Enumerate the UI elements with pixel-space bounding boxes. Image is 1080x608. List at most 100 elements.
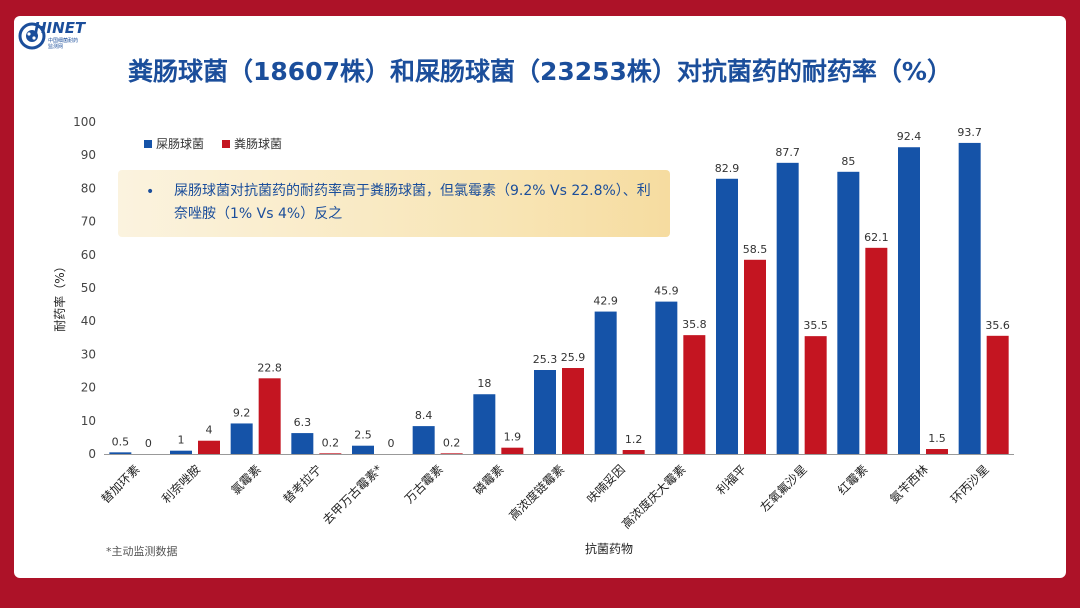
data-label: 62.1 [864, 231, 889, 244]
data-label: 8.4 [415, 409, 433, 422]
data-label: 25.3 [533, 353, 558, 366]
logo-subtitle-2: 监测网 [48, 44, 64, 50]
category-label: 替考拉宁 [280, 462, 325, 507]
data-label: 45.9 [654, 285, 679, 298]
category-label: 利奈唑胺 [159, 462, 203, 506]
bar-series2 [562, 368, 584, 454]
page-title: 粪肠球菌（18607株）和屎肠球菌（23253株）对抗菌药的耐药率（%） [127, 57, 952, 86]
callout-text: 屎肠球菌对抗菌药的耐药率高于粪肠球菌，但氯霉素（9.2% Vs 22.8%）、利… [174, 183, 651, 222]
data-label: 22.8 [257, 361, 282, 374]
y-tick-label: 80 [81, 181, 96, 195]
bar-series1 [473, 394, 496, 454]
bar-series1 [230, 423, 253, 454]
data-label: 42.9 [593, 295, 618, 308]
y-tick-label: 0 [88, 447, 96, 461]
legend-label: 屎肠球菌 [156, 137, 204, 151]
category-label: 磷霉素 [470, 462, 506, 498]
bar-series2 [926, 449, 948, 454]
data-label: 58.5 [743, 243, 768, 256]
bar-series1 [837, 171, 860, 455]
y-tick-label: 100 [73, 115, 96, 129]
logo-subtitle: 中国细菌耐药 [48, 38, 79, 44]
y-axis-title: 耐药率（%） [52, 260, 67, 331]
legend-swatch [144, 140, 152, 148]
category-label: 高浓度链霉素 [506, 462, 568, 524]
y-tick-label: 50 [81, 281, 96, 295]
data-label: 2.5 [354, 429, 372, 442]
data-label: 35.5 [803, 319, 828, 332]
category-label: 氯霉素 [228, 462, 263, 497]
bar-series1 [716, 178, 738, 454]
bar-series2 [319, 453, 342, 454]
legend-swatch [222, 140, 230, 148]
slide: HINET 中国细菌耐药 监测网 粪肠球菌（18607株）和屎肠球菌（23253… [14, 16, 1066, 578]
chinet-logo: HINET 中国细菌耐药 监测网 [18, 18, 98, 52]
category-label: 替加环素 [99, 462, 143, 506]
bar-series2 [986, 335, 1009, 454]
data-label: 1.2 [625, 433, 643, 446]
y-tick-label: 40 [81, 314, 96, 328]
bar-series2 [683, 335, 706, 454]
y-tick-label: 90 [81, 148, 96, 162]
category-label: 呋喃妥因 [583, 462, 628, 507]
y-tick-label: 60 [81, 248, 96, 262]
data-label: 1 [178, 434, 185, 447]
bar-series1 [534, 370, 556, 454]
bar-series2 [804, 336, 827, 454]
bar-series1 [655, 301, 678, 454]
bar-series1 [352, 445, 374, 454]
category-label: 去甲万古霉素* [319, 462, 385, 528]
category-label: 氨苄西林 [887, 462, 931, 506]
data-label: 85 [841, 155, 855, 168]
bar-series1 [898, 147, 920, 454]
category-label: 红霉素 [834, 462, 870, 498]
bar-series2 [501, 447, 524, 454]
y-tick-label: 70 [81, 215, 96, 229]
bar-series1 [776, 162, 799, 454]
data-label: 0 [145, 437, 152, 450]
legend-label: 粪肠球菌 [234, 137, 282, 151]
bar-series2 [622, 450, 645, 454]
data-label: 87.7 [775, 146, 800, 159]
bar-series1 [412, 426, 435, 454]
bar-series1 [109, 452, 132, 454]
y-tick-label: 20 [81, 381, 96, 395]
bar-series2 [440, 453, 463, 454]
data-label: 82.9 [715, 162, 740, 175]
data-label: 9.2 [233, 406, 251, 419]
data-label: 35.8 [682, 318, 707, 331]
data-label: 0 [388, 437, 395, 450]
bar-series2 [258, 378, 281, 454]
category-label: 万古霉素 [401, 462, 446, 507]
bar-series1 [170, 450, 192, 454]
data-label: 35.6 [985, 319, 1010, 332]
callout-bullet: • [146, 184, 155, 200]
data-label: 93.7 [957, 126, 982, 139]
data-label: 1.5 [928, 432, 946, 445]
bar-series2 [198, 440, 220, 454]
logo-wordmark: HINET [34, 19, 86, 37]
category-label: 环丙沙星 [948, 462, 992, 506]
category-label: 左氧氟沙星 [757, 462, 810, 515]
data-label: 6.3 [294, 416, 312, 429]
y-tick-label: 10 [81, 414, 96, 428]
data-label: 1.9 [504, 431, 522, 444]
data-label: 92.4 [897, 130, 922, 143]
bar-series1 [958, 142, 981, 454]
category-label: 高浓度庆大霉素 [618, 462, 688, 532]
footnote: *主动监测数据 [106, 545, 178, 558]
data-label: 18 [477, 377, 491, 390]
bar-series2 [744, 259, 766, 454]
bar-series1 [594, 311, 617, 454]
data-label: 0.2 [322, 436, 340, 449]
logo-globe-icon [18, 22, 46, 50]
callout-box: • 屎肠球菌对抗菌药的耐药率高于粪肠球菌，但氯霉素（9.2% Vs 22.8%）… [118, 170, 670, 237]
data-label: 4 [206, 424, 213, 437]
data-label: 0.5 [112, 435, 130, 448]
bar-series1 [291, 433, 314, 454]
y-tick-label: 30 [81, 347, 96, 361]
data-label: 0.2 [443, 436, 461, 449]
x-axis-title: 抗菌药物 [585, 541, 633, 556]
data-label: 25.9 [561, 351, 586, 364]
